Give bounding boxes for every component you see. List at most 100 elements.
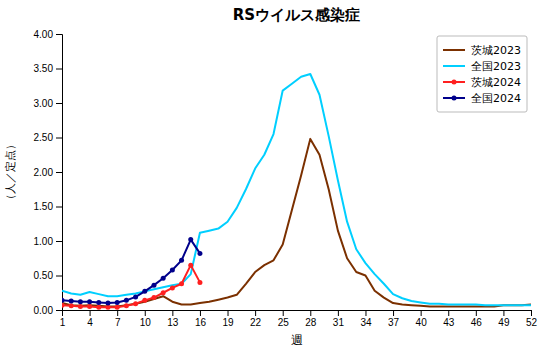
tick: 2.00 [34,167,62,178]
legend-label: 全国2024 [471,92,521,105]
tick-mark [476,310,477,316]
tick-label: 31 [333,317,345,328]
point [96,300,101,305]
tick-mark [503,310,504,316]
tick-label: 2.50 [34,132,54,143]
tick: 22 [250,310,262,328]
point [124,303,129,308]
tick-label: 52 [526,317,538,328]
tick: 16 [195,310,207,328]
y-axis-title: （人／定点） [4,139,17,205]
tick: 13 [167,310,179,328]
point [124,298,129,303]
legend-box [437,36,527,112]
tick-label: 16 [195,317,207,328]
tick: 34 [360,310,372,328]
tick: 4.00 [34,29,62,40]
point [96,305,101,310]
point [62,303,65,308]
tick-label: 22 [250,317,262,328]
axis-line [63,311,532,317]
tick-mark [448,310,449,316]
tick: 40 [416,310,428,328]
tick: 25 [278,310,290,328]
legend-label: 全国2023 [471,60,521,73]
tick-label: 3.50 [34,63,54,74]
x-axis-title: 週 [291,333,303,347]
tick-mark [56,103,62,104]
tick: 0.50 [34,270,62,281]
tick-mark [56,138,62,139]
tick: 28 [305,310,317,328]
chart: 1471013161922252831343740434649520.000.5… [0,0,547,352]
tick-label: 34 [360,317,372,328]
tick-mark [56,241,62,242]
legend-marker [452,80,457,85]
series-line [62,265,200,307]
tick-mark [283,310,284,316]
legend-label: 茨城2024 [471,76,521,89]
tick-label: 49 [498,317,510,328]
tick-mark [90,310,91,316]
tick-label: 1.50 [34,201,54,212]
tick: 49 [498,310,510,328]
tick-mark [56,276,62,277]
tick-mark [56,310,62,311]
tick-label: 0.00 [34,305,54,316]
tick-label: 43 [443,317,455,328]
tick: 3.00 [34,98,62,109]
legend-item: 茨城2023 [443,44,521,57]
tick-mark [255,310,256,316]
tick: 43 [443,310,455,328]
tick-mark [56,172,62,173]
tick-mark [310,310,311,316]
point [105,301,110,306]
point [133,301,138,306]
legend-item: 茨城2024 [443,76,521,89]
point [62,298,65,303]
tick-label: 4 [87,317,93,328]
tick-label: 10 [140,317,152,328]
x-axis: 147101316192225283134374043464952 [60,310,538,328]
tick: 1 [60,310,66,328]
tick-mark [172,310,173,316]
tick-label: 25 [278,317,290,328]
point [197,251,202,256]
point [197,280,202,285]
tick: 19 [222,310,234,328]
tick-mark [56,34,62,35]
tick-mark [228,310,229,316]
point [78,299,83,304]
tick: 0.00 [34,305,62,316]
point [142,289,147,294]
point [115,305,120,310]
tick: 31 [333,310,345,328]
tick-label: 0.50 [34,270,54,281]
tick-mark [338,310,339,316]
series-line [62,139,531,307]
point [69,299,74,304]
legend-item: 全国2024 [443,92,521,105]
tick-label: 3.00 [34,98,54,109]
tick-mark [365,310,366,316]
point [142,298,147,303]
tick-label: 1.00 [34,236,54,247]
point [133,294,138,299]
legend-swatch [443,49,465,51]
tick-label: 37 [388,317,400,328]
tick: 7 [115,310,121,328]
tick-mark [421,310,422,316]
point [115,300,120,305]
point [170,285,175,290]
point [87,304,92,309]
axis-line [56,35,63,311]
tick-mark [393,310,394,316]
tick-mark [117,310,118,316]
tick-label: 19 [222,317,234,328]
series-line [62,240,200,303]
point [161,290,166,295]
tick: 10 [140,310,152,328]
point [170,267,175,272]
tick-mark [200,310,201,316]
point [188,237,193,242]
